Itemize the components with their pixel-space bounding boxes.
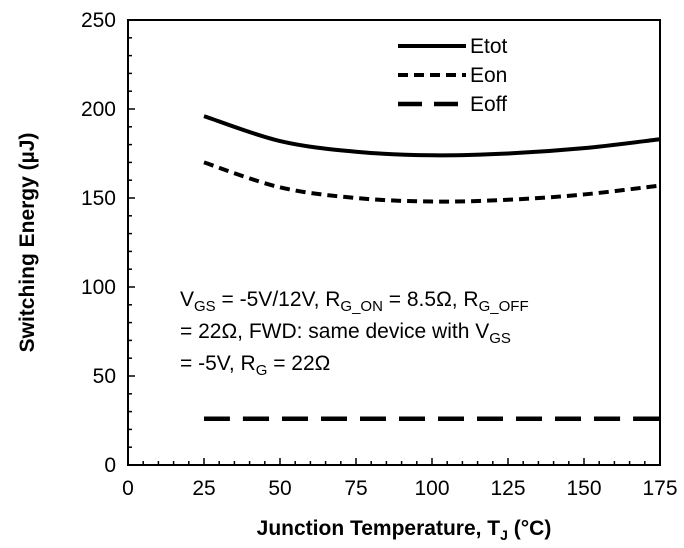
- axis-titles: Junction Temperature, TJ (°C) Switching …: [16, 133, 551, 543]
- y-tick-label: 100: [81, 276, 116, 299]
- y-tick-label: 200: [81, 98, 116, 121]
- x-axis-ticks: 0 25 50 75 100 125 150 175: [122, 458, 678, 500]
- x-tick-label: 125: [490, 477, 525, 500]
- subscript: G: [256, 362, 268, 379]
- x-title-text: Junction Temperature, T: [257, 517, 501, 540]
- y-tick-label: 250: [81, 9, 116, 32]
- plot-border: [127, 19, 661, 466]
- annotation-segment: = -5V, R: [180, 352, 256, 375]
- series-line-eon: [203, 160, 661, 204]
- conditions-annotation: VGS = -5V/12V, RG_ON = 8.5Ω, RG_OFF= 22Ω…: [180, 288, 529, 379]
- y-tick-label: 50: [93, 365, 116, 388]
- x-title-text: (°C): [508, 517, 551, 540]
- annotation-segment: = 22Ω: [267, 352, 330, 375]
- subscript: GS: [194, 298, 216, 315]
- y-tick-label: 150: [81, 187, 116, 210]
- x-title-subscript: J: [500, 527, 508, 543]
- conditions-line: VGS = -5V/12V, RG_ON = 8.5Ω, RG_OFF: [180, 288, 529, 315]
- subscript: GS: [489, 330, 511, 347]
- conditions-line: = -5V, RG = 22Ω: [180, 352, 330, 379]
- x-tick-label: 150: [566, 477, 601, 500]
- annotation-segment: = 8.5Ω, R: [383, 288, 479, 311]
- y-axis-title: Switching Energy (µJ): [16, 133, 39, 353]
- plot-area-border: [127, 19, 661, 466]
- x-tick-label: 0: [122, 477, 134, 500]
- legend: Etot Eon Eoff: [398, 35, 508, 116]
- legend-label-eon: Eon: [470, 64, 507, 87]
- x-axis-title: Junction Temperature, TJ (°C): [257, 517, 552, 543]
- y-axis-ticks: 0 50 100 150 200 250: [81, 9, 135, 477]
- x-tick-label: 75: [344, 477, 367, 500]
- series-layer: [203, 114, 661, 421]
- series-line-etot: [203, 114, 661, 158]
- subscript: G_OFF: [479, 298, 529, 315]
- subscript: G_ON: [340, 298, 383, 315]
- y-tick-label: 0: [104, 454, 116, 477]
- legend-label-eoff: Eoff: [470, 93, 507, 116]
- x-tick-label: 25: [192, 477, 215, 500]
- x-tick-label: 50: [268, 477, 291, 500]
- annotation-segment: = 22Ω, FWD: same device with V: [180, 320, 489, 343]
- x-tick-label: 100: [414, 477, 449, 500]
- conditions-line: = 22Ω, FWD: same device with VGS: [180, 320, 511, 347]
- legend-label-etot: Etot: [470, 35, 508, 58]
- annotation-segment: = -5V/12V, R: [216, 288, 341, 311]
- annotation-segment: V: [180, 288, 194, 311]
- x-tick-label: 175: [642, 477, 677, 500]
